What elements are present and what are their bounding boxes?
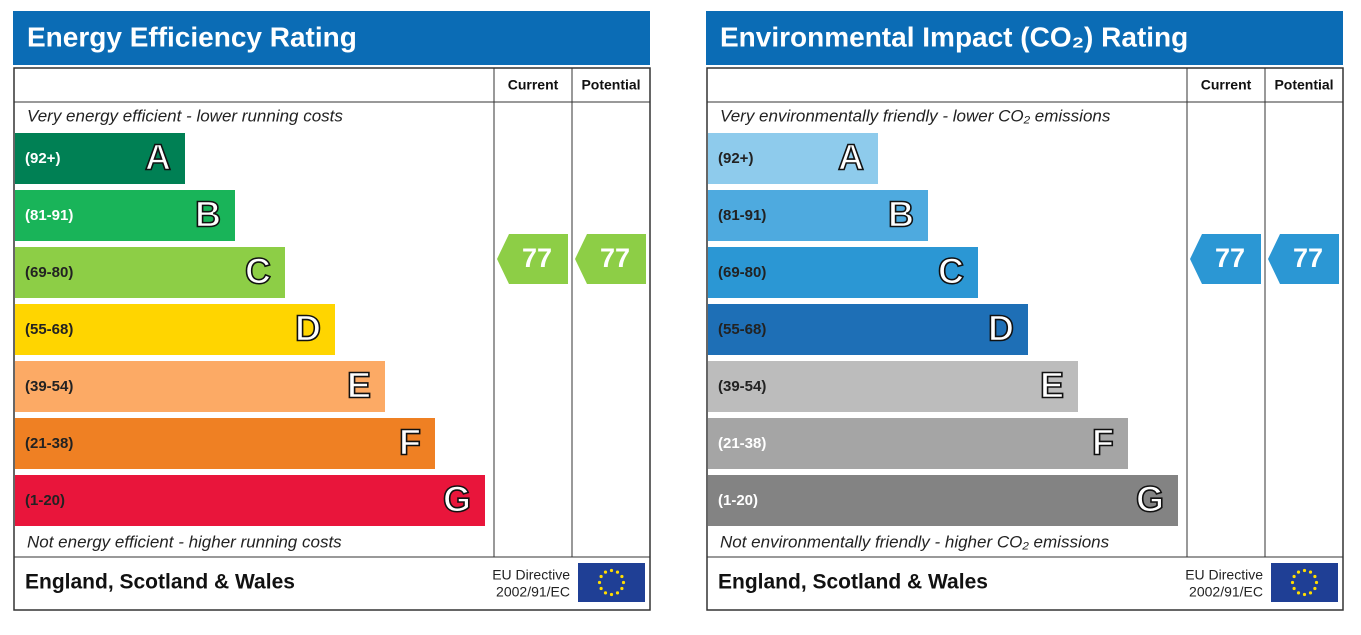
band-range: (69-80): [718, 264, 766, 281]
band-letter: B: [888, 194, 914, 235]
band-range: (1-20): [718, 492, 758, 509]
band-range: (55-68): [25, 321, 73, 338]
eu-star: [603, 591, 608, 595]
eu-star: [1308, 591, 1313, 595]
band-letter: F: [399, 422, 421, 463]
panel-title: Environmental Impact (CO₂) Rating: [720, 21, 1188, 52]
band-letter: E: [1040, 365, 1064, 406]
band-range: (92+): [25, 150, 60, 167]
rating-band: [15, 304, 335, 355]
eu-star: [1296, 570, 1301, 574]
eu-star: [599, 586, 603, 591]
rating-arrow: [497, 234, 568, 284]
rating-value: 77: [600, 243, 630, 273]
rating-band: [15, 247, 285, 298]
band-range: (81-91): [25, 207, 73, 224]
footer-region: England, Scotland & Wales: [718, 571, 988, 594]
rating-band: [708, 190, 928, 241]
band-range: (69-80): [25, 264, 73, 281]
eu-star: [1302, 568, 1307, 573]
band-letter: G: [1136, 479, 1164, 520]
eu-star: [620, 586, 624, 591]
rating-band: [708, 304, 1028, 355]
band-range: (39-54): [25, 378, 73, 395]
panel-title: Energy Efficiency Rating: [27, 21, 357, 52]
directive: EU Directive: [1185, 567, 1263, 583]
eu-star: [1292, 586, 1296, 591]
band-range: (21-38): [718, 435, 766, 452]
rating-band: [15, 361, 385, 412]
eu-star: [1313, 586, 1317, 591]
rating-value: 77: [522, 243, 552, 273]
rating-band: [708, 133, 878, 184]
rating-band: [15, 475, 485, 526]
column-header: Potential: [581, 77, 640, 93]
footer-region: England, Scotland & Wales: [25, 571, 295, 594]
eu-star: [599, 574, 603, 579]
band-range: (39-54): [718, 378, 766, 395]
directive: 2002/91/EC: [496, 584, 570, 600]
band-letter: G: [443, 479, 471, 520]
band-range: (55-68): [718, 321, 766, 338]
bottom-caption: Not energy efficient - higher running co…: [27, 532, 342, 551]
band-letter: C: [938, 251, 964, 292]
eu-flag: [1271, 563, 1338, 602]
eu-star: [621, 580, 626, 585]
eu-star: [1302, 592, 1307, 597]
rating-value: 77: [1293, 243, 1323, 273]
band-range: (81-91): [718, 207, 766, 224]
top-caption: Very environmentally friendly - lower CO…: [720, 106, 1111, 125]
band-range: (21-38): [25, 435, 73, 452]
band-letter: D: [988, 308, 1014, 349]
eu-star: [620, 574, 624, 579]
rating-band: [708, 361, 1078, 412]
eu-star: [1292, 574, 1296, 579]
rating-arrow: [1268, 234, 1339, 284]
eu-flag: [578, 563, 645, 602]
band-letter: C: [245, 251, 271, 292]
rating-band: [15, 133, 185, 184]
directive: 2002/91/EC: [1189, 584, 1263, 600]
band-letter: A: [838, 137, 864, 178]
directive: EU Directive: [492, 567, 570, 583]
band-range: (1-20): [25, 492, 65, 509]
rating-band: [15, 190, 235, 241]
title-bar: [13, 11, 650, 65]
eu-star: [1308, 570, 1313, 574]
rating-band: [708, 247, 978, 298]
eu-star: [609, 568, 614, 573]
rating-arrow: [575, 234, 646, 284]
eu-star: [603, 570, 608, 574]
band-letter: E: [347, 365, 371, 406]
eu-star: [1296, 591, 1301, 595]
column-header: Current: [1201, 77, 1252, 93]
band-range: (92+): [718, 150, 753, 167]
eu-star: [1314, 580, 1319, 585]
rating-band: [708, 475, 1178, 526]
band-letter: B: [195, 194, 221, 235]
bottom-caption: Not environmentally friendly - higher CO…: [720, 532, 1110, 551]
eu-star: [609, 592, 614, 597]
eu-star: [1313, 574, 1317, 579]
band-letter: F: [1092, 422, 1114, 463]
eu-star: [1290, 580, 1295, 585]
eu-star: [615, 570, 620, 574]
eu-star: [615, 591, 620, 595]
top-caption: Very energy efficient - lower running co…: [27, 106, 343, 125]
rating-band: [708, 418, 1128, 469]
rating-value: 77: [1215, 243, 1245, 273]
column-header: Current: [508, 77, 559, 93]
eu-star: [597, 580, 602, 585]
rating-arrow: [1190, 234, 1261, 284]
rating-band: [15, 418, 435, 469]
band-letter: D: [295, 308, 321, 349]
band-letter: A: [145, 137, 171, 178]
column-header: Potential: [1274, 77, 1333, 93]
title-bar: [706, 11, 1343, 65]
